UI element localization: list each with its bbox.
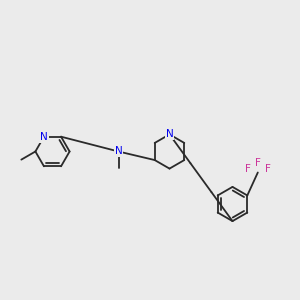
Text: F: F — [265, 164, 271, 174]
Text: N: N — [115, 146, 122, 157]
Text: N: N — [166, 129, 173, 140]
Text: F: F — [245, 164, 251, 174]
Text: F: F — [255, 158, 261, 168]
Text: N: N — [40, 132, 48, 142]
